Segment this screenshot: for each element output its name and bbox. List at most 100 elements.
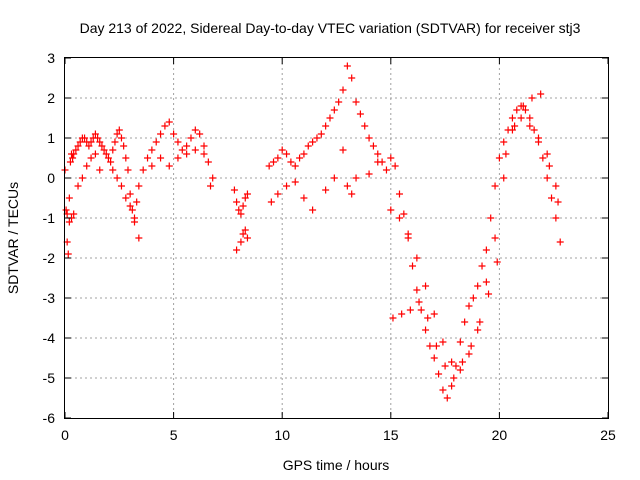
data-point [348, 74, 356, 82]
data-point [196, 130, 204, 138]
data-point [91, 150, 99, 158]
data-point [115, 126, 123, 134]
data-point [291, 178, 299, 186]
data-point [356, 110, 364, 118]
data-point [365, 170, 373, 178]
data-point [521, 106, 529, 114]
data-point [478, 262, 486, 270]
data-point [65, 194, 73, 202]
data-point [267, 198, 275, 206]
data-point [102, 150, 110, 158]
data-point [387, 206, 395, 214]
data-point [382, 166, 390, 174]
data-point [439, 338, 447, 346]
data-point [526, 114, 534, 122]
data-point [339, 86, 347, 94]
data-point [548, 194, 556, 202]
data-point [131, 218, 139, 226]
data-point [348, 190, 356, 198]
data-point [111, 138, 119, 146]
grid-lines [65, 58, 608, 418]
data-point [148, 162, 156, 170]
data-point [174, 154, 182, 162]
data-point [191, 146, 199, 154]
data-point [152, 138, 160, 146]
data-point [313, 134, 321, 142]
y-tick-label: -4 [43, 330, 56, 346]
data-point [330, 106, 338, 114]
data-point [554, 198, 562, 206]
data-point [209, 174, 217, 182]
data-point [165, 118, 173, 126]
data-point [239, 230, 247, 238]
data-point [74, 142, 82, 150]
data-point [278, 146, 286, 154]
data-point [330, 174, 338, 182]
data-points [61, 62, 564, 402]
data-point [517, 114, 525, 122]
data-point [508, 114, 516, 122]
data-point [374, 150, 382, 158]
data-point [343, 62, 351, 70]
data-point [395, 190, 403, 198]
data-point [426, 342, 434, 350]
data-point [235, 206, 243, 214]
data-point [107, 158, 115, 166]
data-point [144, 154, 152, 162]
data-point [157, 130, 165, 138]
data-point [465, 350, 473, 358]
data-point [343, 182, 351, 190]
data-point [65, 218, 73, 226]
data-point [508, 126, 516, 134]
data-point [413, 254, 421, 262]
data-point [443, 394, 451, 402]
data-point [83, 162, 91, 170]
data-point [283, 182, 291, 190]
data-point [309, 206, 317, 214]
x-tick-labels: 0 5 10 15 20 25 [61, 427, 616, 443]
data-point [409, 262, 417, 270]
chart-title: Day 213 of 2022, Sidereal Day-to-day VTE… [80, 20, 581, 36]
data-point [183, 150, 191, 158]
data-point [233, 246, 241, 254]
data-point [391, 162, 399, 170]
data-point [500, 174, 508, 182]
data-point [435, 370, 443, 378]
data-point [556, 238, 564, 246]
data-point [109, 146, 117, 154]
x-tick-label: 0 [61, 427, 69, 443]
data-point [339, 146, 347, 154]
data-point [500, 138, 508, 146]
data-point [300, 150, 308, 158]
data-point [135, 182, 143, 190]
data-point [128, 206, 136, 214]
data-point [76, 138, 84, 146]
data-point [126, 190, 134, 198]
data-point [117, 182, 125, 190]
data-point [239, 202, 247, 210]
data-point [265, 162, 273, 170]
data-point [204, 158, 212, 166]
data-point [543, 150, 551, 158]
data-point [237, 238, 245, 246]
data-point [122, 154, 130, 162]
data-point [422, 326, 430, 334]
data-point [96, 166, 104, 174]
data-point [448, 382, 456, 390]
data-point [456, 366, 464, 374]
data-point [135, 234, 143, 242]
data-point [441, 362, 449, 370]
data-point [491, 234, 499, 242]
data-point [124, 166, 132, 174]
data-point [406, 306, 414, 314]
data-point [482, 278, 490, 286]
data-point [537, 90, 545, 98]
y-tick-label: 3 [47, 50, 55, 66]
data-point [422, 282, 430, 290]
y-tick-label: -2 [43, 250, 56, 266]
data-point [495, 154, 503, 162]
data-point [96, 138, 104, 146]
data-point [352, 98, 360, 106]
data-point [207, 182, 215, 190]
